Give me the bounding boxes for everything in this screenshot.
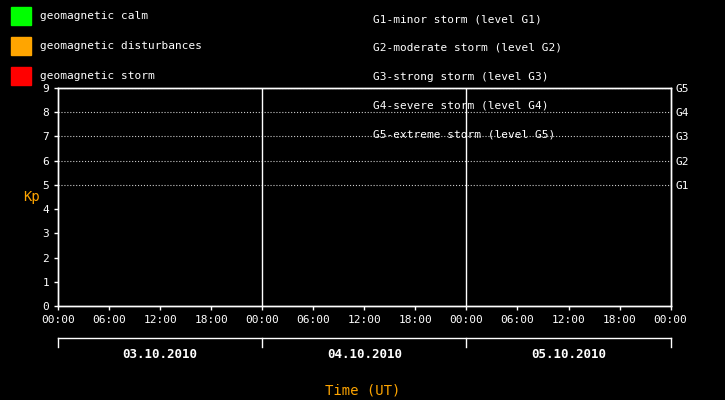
Text: G3-strong storm (level G3): G3-strong storm (level G3) [373,72,549,82]
Text: G4-severe storm (level G4): G4-severe storm (level G4) [373,100,549,110]
Text: G1-minor storm (level G1): G1-minor storm (level G1) [373,14,542,24]
Text: geomagnetic disturbances: geomagnetic disturbances [40,41,202,51]
Text: geomagnetic calm: geomagnetic calm [40,11,148,21]
Text: G5-extreme storm (level G5): G5-extreme storm (level G5) [373,129,555,139]
Text: Time (UT): Time (UT) [325,383,400,397]
Y-axis label: Kp: Kp [22,190,39,204]
Text: 05.10.2010: 05.10.2010 [531,348,606,360]
Text: geomagnetic storm: geomagnetic storm [40,71,154,81]
Text: 03.10.2010: 03.10.2010 [123,348,198,360]
Text: 04.10.2010: 04.10.2010 [327,348,402,360]
Text: G2-moderate storm (level G2): G2-moderate storm (level G2) [373,43,563,53]
